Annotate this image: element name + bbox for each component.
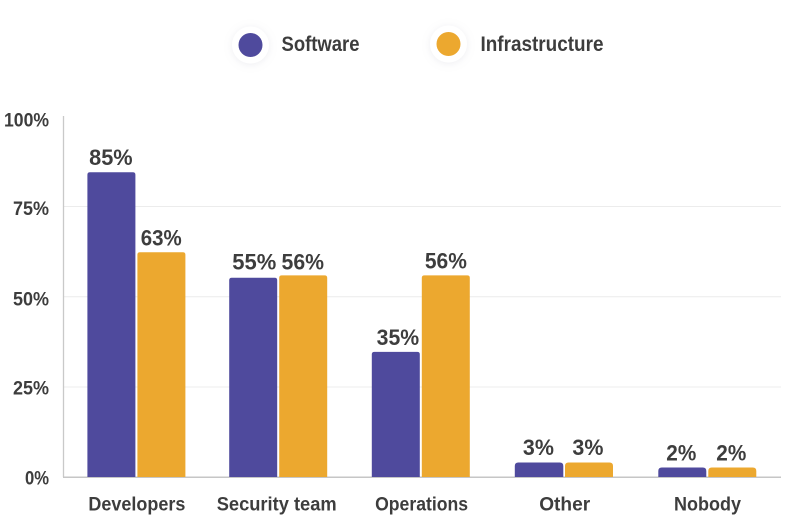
svg-text:3%: 3% bbox=[523, 435, 554, 460]
svg-text:75%: 75% bbox=[13, 198, 49, 220]
svg-text:Developers: Developers bbox=[88, 494, 185, 516]
svg-text:50%: 50% bbox=[13, 288, 49, 310]
svg-text:63%: 63% bbox=[141, 226, 182, 251]
svg-text:Nobody: Nobody bbox=[674, 494, 741, 516]
svg-text:2%: 2% bbox=[716, 440, 746, 465]
svg-text:Software: Software bbox=[282, 32, 360, 56]
svg-text:2%: 2% bbox=[666, 440, 696, 465]
svg-text:56%: 56% bbox=[282, 249, 325, 274]
svg-text:3%: 3% bbox=[572, 435, 603, 460]
svg-text:100%: 100% bbox=[4, 109, 49, 131]
svg-text:Security team: Security team bbox=[217, 494, 337, 516]
svg-text:35%: 35% bbox=[377, 325, 420, 350]
svg-text:85%: 85% bbox=[89, 145, 133, 170]
svg-text:Operations: Operations bbox=[375, 494, 468, 516]
svg-text:25%: 25% bbox=[13, 377, 49, 399]
svg-text:0%: 0% bbox=[25, 467, 49, 489]
svg-text:Other: Other bbox=[539, 494, 590, 516]
svg-text:Infrastructure: Infrastructure bbox=[481, 32, 604, 56]
svg-text:56%: 56% bbox=[425, 248, 467, 273]
svg-text:55%: 55% bbox=[232, 249, 276, 274]
